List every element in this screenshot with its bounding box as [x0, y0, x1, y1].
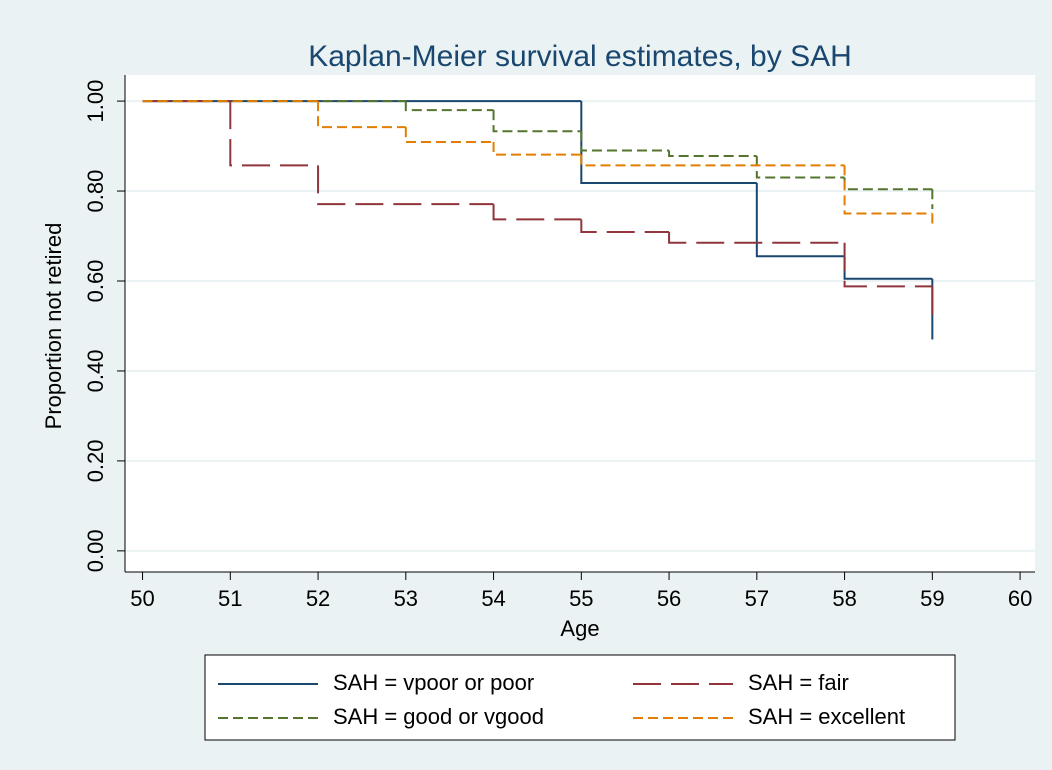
survival-step	[317, 165, 494, 206]
survival-step	[580, 154, 845, 167]
x-tick-label: 51	[218, 586, 242, 611]
survival-step	[580, 101, 757, 184]
survival-step	[843, 242, 933, 288]
survival-step	[317, 101, 406, 129]
legend-label: SAH = good or vgood	[333, 704, 544, 729]
x-tick-label: 56	[657, 586, 681, 611]
legend-label: SAH = vpoor or poor	[333, 670, 534, 695]
x-tick-label: 57	[745, 586, 769, 611]
x-axis-label: Age	[560, 616, 599, 641]
y-tick-label: 1.00	[83, 80, 108, 123]
y-tick-label: 0.20	[83, 439, 108, 482]
survival-step	[492, 204, 582, 221]
survival-step	[843, 165, 933, 215]
survival-step	[492, 142, 582, 156]
x-tick-label: 58	[832, 586, 856, 611]
x-tick-label: 52	[306, 586, 330, 611]
plot-area	[125, 75, 1035, 572]
survival-step	[755, 155, 845, 179]
legend	[204, 654, 956, 741]
survival-step	[668, 231, 845, 244]
survival-step	[492, 110, 582, 133]
y-axis-label: Proportion not retired	[41, 223, 66, 430]
y-tick-label: 0.80	[83, 170, 108, 213]
x-tick-label: 50	[130, 586, 154, 611]
legend-label: SAH = fair	[748, 670, 849, 695]
x-tick-label: 60	[1008, 586, 1032, 611]
survival-step	[404, 127, 494, 144]
survival-step	[580, 219, 670, 233]
survival-step	[755, 182, 845, 258]
x-tick-label: 59	[920, 586, 944, 611]
survival-step	[404, 101, 494, 112]
x-tick-label: 53	[394, 586, 418, 611]
y-tick-label: 0.60	[83, 260, 108, 303]
survival-step	[580, 131, 670, 152]
survival-step	[668, 150, 757, 157]
chart-title: Kaplan-Meier survival estimates, by SAH	[308, 40, 852, 73]
x-tick-label: 54	[481, 586, 505, 611]
y-tick-label: 0.40	[83, 350, 108, 393]
legend-label: SAH = excellent	[748, 704, 905, 729]
y-tick-label: 0.00	[83, 529, 108, 572]
x-tick-label: 55	[569, 586, 593, 611]
survival-step	[229, 101, 319, 167]
